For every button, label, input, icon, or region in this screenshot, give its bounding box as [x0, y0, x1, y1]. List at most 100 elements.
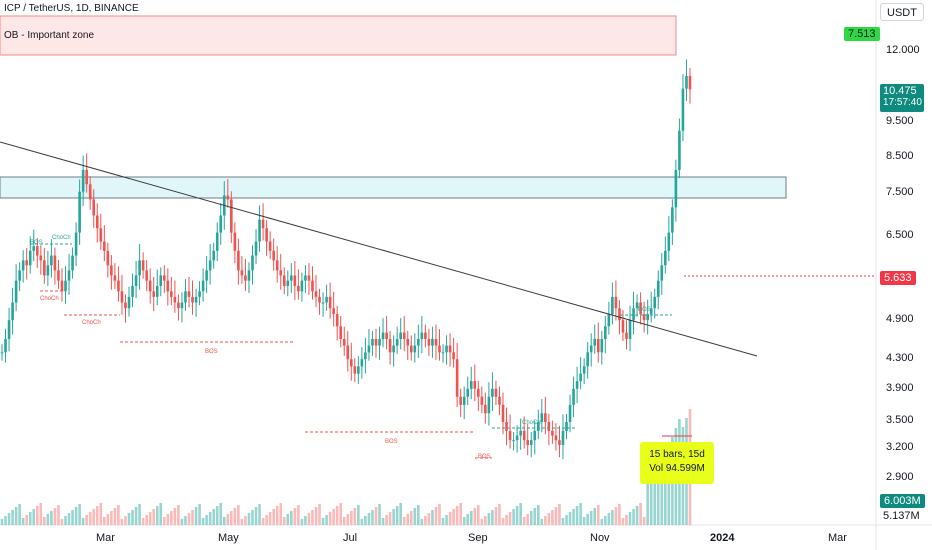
volume-bar — [314, 507, 318, 525]
candle-body — [431, 338, 434, 346]
candle-body — [131, 285, 134, 297]
volume-bar — [307, 513, 311, 525]
candle-body — [194, 296, 198, 303]
candle-body — [240, 270, 244, 276]
candle-body — [561, 430, 565, 445]
volume-bar — [604, 516, 607, 525]
volume-bar — [131, 510, 134, 525]
volume-bar — [152, 509, 156, 525]
structure-label: ChoCh — [522, 420, 541, 426]
candle-body — [413, 345, 417, 353]
candle-body — [282, 275, 286, 286]
candle-body — [484, 404, 487, 414]
volume-bar — [519, 503, 522, 525]
volume-bar — [508, 512, 512, 525]
volume-bar — [4, 516, 7, 525]
volume-bar — [667, 446, 671, 525]
candle-body — [226, 195, 230, 200]
candle-body — [32, 246, 36, 251]
candle-body — [628, 320, 632, 339]
volume-bar — [180, 519, 184, 525]
candle-body — [582, 366, 586, 374]
candle-body — [536, 421, 540, 431]
candle-body — [491, 388, 494, 397]
candle-body — [39, 255, 43, 261]
volume-bar — [575, 506, 579, 525]
volume-bar — [85, 515, 88, 525]
candle-body — [265, 228, 268, 242]
volume-bar — [491, 510, 494, 525]
volume-bar — [138, 504, 141, 525]
volume-bar — [300, 519, 304, 525]
volume-bar — [529, 511, 533, 525]
time-tick-label: Mar — [828, 532, 847, 544]
candle-body — [575, 381, 579, 389]
candle-body — [632, 308, 635, 321]
candle-body — [664, 250, 667, 266]
candle-body — [508, 430, 512, 441]
volume-bar — [127, 513, 131, 525]
candle-body — [254, 241, 258, 256]
time-axis[interactable]: Mar May Jul Sep Nov 2024 Mar — [96, 532, 847, 544]
countdown-value: 17:57:40 — [883, 97, 922, 108]
candle-body — [346, 345, 350, 360]
candle-body — [678, 130, 681, 170]
volume-bar — [14, 507, 18, 525]
price-tick-label: 4.300 — [886, 352, 914, 364]
volume-bar — [484, 516, 487, 525]
measure-callout: 15 bars, 15d Vol 94.599M — [640, 442, 714, 484]
support-zone — [0, 176, 787, 199]
volume-bar — [420, 519, 424, 525]
volume-bar — [572, 509, 575, 525]
volume-bar — [212, 509, 215, 525]
candle-body — [522, 430, 526, 441]
candle-body — [290, 275, 293, 281]
volume-bar — [177, 505, 180, 525]
volume-bar — [561, 518, 565, 525]
currency-selector[interactable]: USDT — [880, 3, 924, 21]
candle-body — [279, 270, 283, 276]
volume-bar — [321, 518, 325, 525]
volume-bar — [261, 518, 265, 525]
volume-bar — [279, 503, 283, 525]
volume-bar — [515, 506, 519, 525]
candle-body — [441, 352, 445, 354]
volume-bar — [614, 507, 618, 525]
volume-bar — [582, 517, 586, 525]
candle-body — [71, 255, 74, 271]
candle-body — [364, 352, 367, 360]
price-tick-label: 4.900 — [886, 313, 914, 325]
structure-label: ChoCh — [82, 320, 101, 326]
volume-bar — [53, 508, 57, 525]
volume-bar — [293, 508, 297, 525]
volume-bar — [547, 513, 551, 525]
volume-bar — [173, 508, 177, 525]
volume-bar — [191, 510, 194, 525]
candle-body — [399, 332, 402, 339]
volume-bar — [480, 519, 484, 525]
candle-body — [448, 345, 452, 353]
volume-bar — [134, 507, 138, 525]
candle-body — [409, 345, 413, 353]
candle-body — [572, 388, 575, 405]
volume-bar — [653, 465, 657, 525]
volume-bar — [304, 516, 307, 525]
red-level-tag: 5.633 — [880, 271, 916, 285]
candle-body — [424, 332, 427, 339]
candle-body — [342, 338, 346, 346]
volume-bar — [579, 503, 582, 525]
volume-bar — [335, 506, 339, 525]
volume-bar — [607, 513, 611, 525]
price-tick-label: 2.900 — [886, 471, 914, 483]
candle-body — [64, 280, 67, 292]
volume-bar — [646, 483, 649, 525]
volume-bar — [533, 508, 537, 525]
volume-bar — [349, 511, 353, 525]
candle-body — [452, 352, 455, 360]
volume-bar — [565, 515, 568, 525]
volume-bar — [0, 519, 4, 525]
volume-bar — [117, 505, 120, 525]
candle-body — [0, 352, 4, 354]
price-axis[interactable]: 12.000 9.500 8.500 7.500 6.500 4.900 4.300 3.90… — [886, 44, 920, 483]
